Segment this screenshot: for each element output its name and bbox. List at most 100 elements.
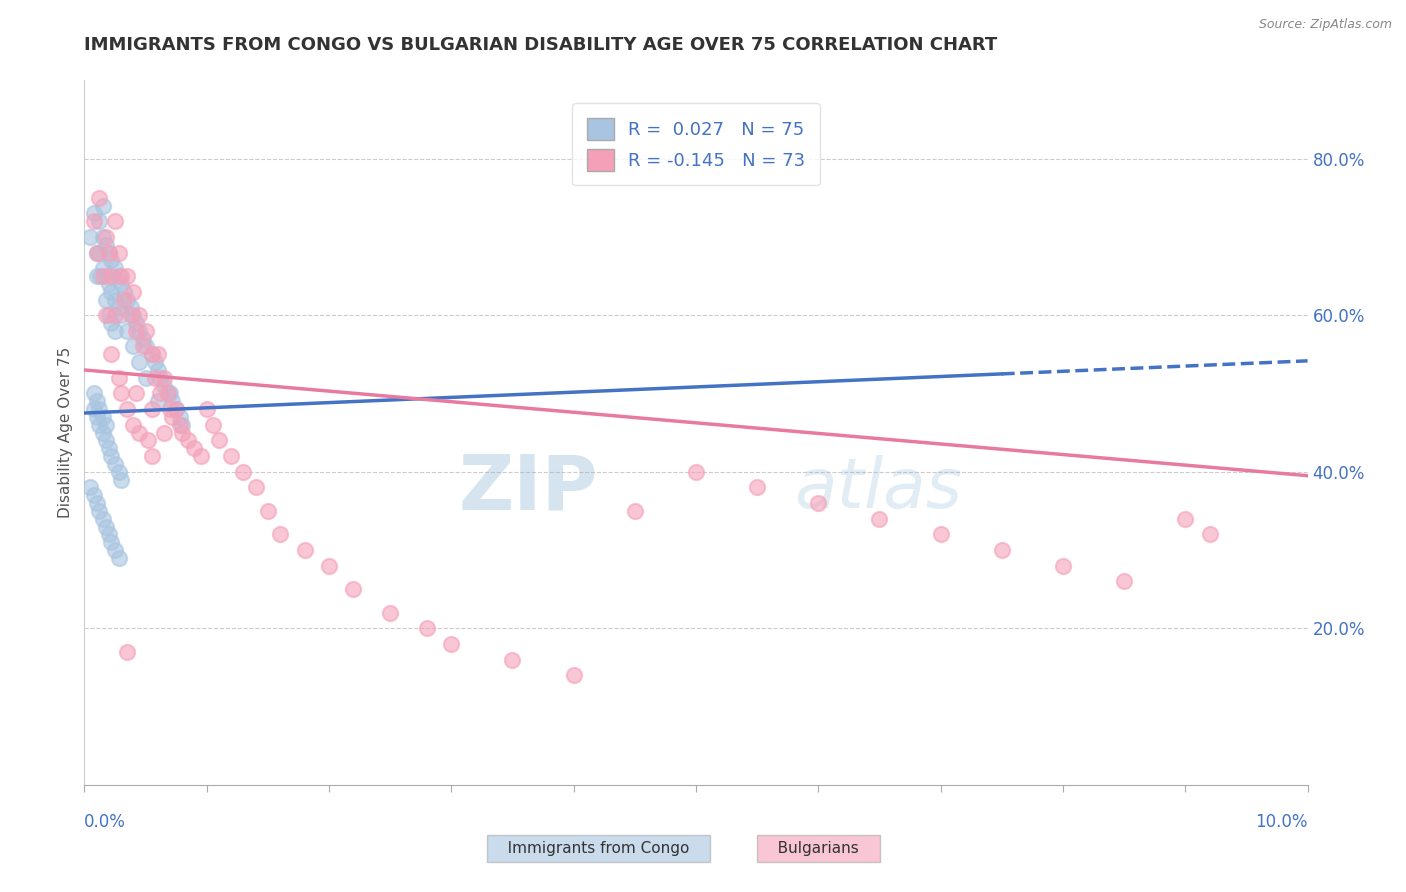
Point <box>169 409 191 424</box>
Point <box>104 543 127 558</box>
Point <box>991 543 1014 558</box>
Point <box>100 449 122 463</box>
Point <box>269 527 291 541</box>
Point <box>83 488 105 502</box>
Point <box>115 324 138 338</box>
Point <box>104 261 127 276</box>
Point <box>156 386 179 401</box>
Point <box>86 394 108 409</box>
Point <box>96 519 118 533</box>
Point <box>440 637 463 651</box>
Point <box>97 308 120 322</box>
Point <box>122 308 145 322</box>
Point <box>83 386 105 401</box>
Point <box>146 347 169 361</box>
Point <box>128 324 150 338</box>
Point <box>100 316 122 330</box>
Point <box>132 332 155 346</box>
Point <box>100 253 122 268</box>
Point <box>87 417 110 432</box>
Point <box>97 245 120 260</box>
Point <box>87 214 110 228</box>
Point <box>91 512 114 526</box>
Point <box>86 409 108 424</box>
Point <box>96 230 118 244</box>
Point <box>195 402 218 417</box>
Point <box>624 504 647 518</box>
Point <box>104 214 127 228</box>
Point <box>96 237 118 252</box>
Point <box>120 308 142 322</box>
Point <box>165 402 187 417</box>
Point <box>97 245 120 260</box>
Point <box>87 504 110 518</box>
Point <box>122 339 145 353</box>
Text: Source: ZipAtlas.com: Source: ZipAtlas.com <box>1258 18 1392 31</box>
Point <box>245 480 267 494</box>
Point <box>747 480 769 494</box>
Point <box>96 434 118 448</box>
Point <box>135 339 157 353</box>
Point <box>380 606 402 620</box>
Point <box>162 409 184 424</box>
Point <box>172 417 194 432</box>
Point <box>232 465 254 479</box>
Point <box>97 277 120 291</box>
Point <box>83 206 105 220</box>
Y-axis label: Disability Age Over 75: Disability Age Over 75 <box>58 347 73 518</box>
Point <box>294 543 316 558</box>
Point <box>107 245 129 260</box>
Point <box>86 496 108 510</box>
Point <box>219 449 242 463</box>
Point <box>132 339 155 353</box>
Point <box>100 285 122 299</box>
Point <box>104 308 127 322</box>
Point <box>125 316 148 330</box>
Point <box>141 402 163 417</box>
Point <box>96 293 118 307</box>
Point <box>100 347 122 361</box>
Point <box>1174 512 1197 526</box>
Point <box>122 417 145 432</box>
Point <box>79 230 101 244</box>
Point <box>86 245 108 260</box>
Text: atlas: atlas <box>794 456 962 523</box>
Point <box>128 425 150 440</box>
Text: ZIP: ZIP <box>458 452 598 526</box>
Point <box>153 371 176 385</box>
Point <box>110 386 132 401</box>
Point <box>91 261 114 276</box>
Point <box>104 457 127 471</box>
Point <box>125 324 148 338</box>
Point <box>183 442 205 456</box>
Point <box>153 378 176 392</box>
Point <box>110 308 132 322</box>
Point <box>257 504 280 518</box>
Point <box>125 386 148 401</box>
Point <box>1114 574 1136 589</box>
Point <box>159 402 181 417</box>
Point <box>100 268 122 283</box>
Point <box>318 558 340 573</box>
Point <box>143 355 166 369</box>
Point <box>87 245 110 260</box>
Point <box>869 512 891 526</box>
Text: 10.0%: 10.0% <box>1256 814 1308 831</box>
Point <box>89 268 111 283</box>
Point <box>177 434 200 448</box>
Point <box>1052 558 1074 573</box>
Point <box>169 417 191 432</box>
Point <box>91 230 114 244</box>
Point <box>172 425 194 440</box>
Point <box>136 434 159 448</box>
Point <box>91 425 114 440</box>
Point <box>104 324 127 338</box>
Text: Bulgarians: Bulgarians <box>763 841 873 856</box>
Point <box>122 285 145 299</box>
Point <box>112 293 135 307</box>
Point <box>115 645 138 659</box>
Point <box>107 550 129 565</box>
Point <box>97 442 120 456</box>
Point <box>153 425 176 440</box>
Point <box>156 386 179 401</box>
